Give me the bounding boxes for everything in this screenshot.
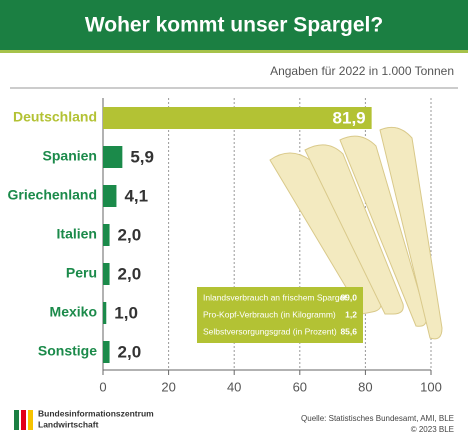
footer-org: Bundesinformationszentrum (38, 408, 154, 418)
footer-org: Landwirtschaft (38, 419, 99, 429)
bar (103, 341, 110, 363)
chart-title: Woher kommt unser Spargel? (85, 14, 383, 37)
footer-logo (14, 410, 33, 430)
bar (103, 146, 123, 168)
info-label: Selbstversorgungsgrad (in Prozent) (203, 326, 337, 336)
footer-copyright: © 2023 BLE (411, 425, 454, 434)
info-label: Pro-Kopf-Verbrauch (in Kilogramm) (203, 309, 336, 319)
logo-bar (28, 410, 33, 430)
bar (103, 263, 110, 285)
value-label: 5,9 (130, 147, 154, 166)
category-label: Griechenland (8, 187, 97, 203)
logo-bar (14, 410, 19, 430)
info-box-bg (197, 287, 363, 343)
bar (103, 302, 107, 324)
category-label: Spanien (43, 148, 97, 164)
x-tick-label: 0 (99, 379, 106, 394)
asparagus (304, 144, 404, 315)
category-label: Italien (57, 226, 97, 242)
bar (103, 107, 372, 129)
info-value: 99,0 (340, 292, 357, 302)
value-label: 2,0 (118, 342, 142, 361)
plot-area: 0 20 40 60 80 100 Deutschland 81,9 Spanien 5,9 Gri… (8, 98, 442, 394)
asparagus (379, 126, 443, 340)
x-tick-label: 80 (358, 379, 372, 394)
value-label: 81,9 (333, 108, 366, 127)
value-label: 2,0 (118, 264, 142, 283)
category-label: Deutschland (13, 109, 97, 125)
info-box: Inlandsverbrauch an frischem Spargel99,0… (197, 287, 363, 343)
x-tick-label: 20 (161, 379, 175, 394)
category-label: Sonstige (38, 343, 97, 359)
asparagus-illustration (269, 126, 443, 340)
title-underline (0, 50, 468, 53)
category-label: Peru (66, 265, 97, 281)
footer-source: Quelle: Statistisches Bundesamt, AMI, BL… (301, 414, 454, 423)
bar (103, 224, 110, 246)
x-tick-label: 40 (227, 379, 241, 394)
x-tick-label: 60 (293, 379, 307, 394)
x-tick-label: 100 (420, 379, 442, 394)
info-value: 1,2 (345, 309, 357, 319)
value-label: 2,0 (118, 225, 142, 244)
bar (103, 185, 117, 207)
category-label: Mexiko (50, 304, 97, 320)
chart-subtitle: Angaben für 2022 in 1.000 Tonnen (270, 64, 454, 78)
value-label: 4,1 (124, 186, 148, 205)
title-band (0, 0, 468, 50)
logo-bar (21, 410, 26, 430)
value-label: 1,0 (114, 303, 138, 322)
info-label: Inlandsverbrauch an frischem Spargel (203, 292, 346, 302)
info-value: 85,6 (340, 326, 357, 336)
